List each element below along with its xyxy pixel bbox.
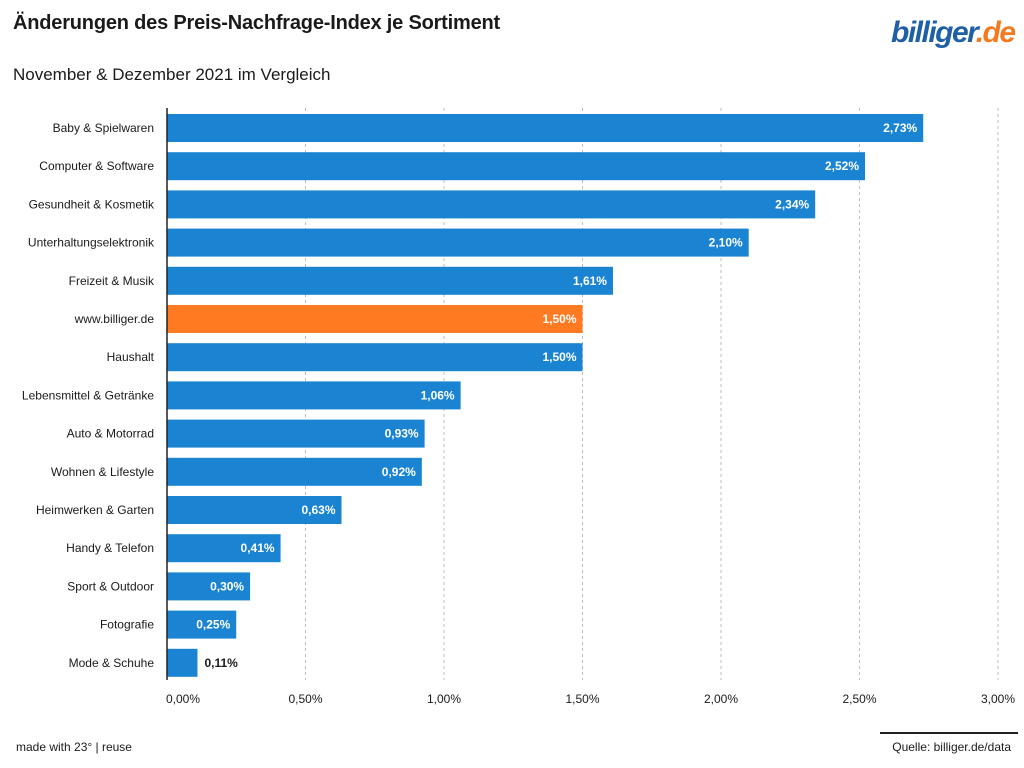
category-label: Baby & Spielwaren: [53, 121, 154, 135]
value-label: 0,25%: [196, 618, 230, 632]
x-tick-label: 0,00%: [166, 692, 200, 706]
category-label: Mode & Schuhe: [69, 656, 155, 670]
x-tick-label: 1,00%: [427, 692, 461, 706]
category-label: Fotografie: [100, 618, 154, 632]
bar: [167, 343, 583, 372]
value-label: 0,92%: [382, 465, 416, 479]
value-label: 1,06%: [421, 388, 455, 402]
value-label: 0,93%: [385, 427, 419, 441]
bar: [167, 114, 924, 142]
logo-text-billiger: billiger: [891, 16, 981, 49]
x-tick-label: 1,50%: [565, 692, 599, 706]
value-label: 2,10%: [709, 236, 743, 250]
category-label: Freizeit & Musik: [69, 274, 155, 288]
value-label: 2,52%: [825, 159, 859, 173]
bar: [167, 648, 198, 677]
bar: [167, 228, 749, 257]
bar: [167, 457, 422, 486]
bar: [167, 419, 425, 448]
value-label: 2,34%: [775, 197, 809, 211]
value-label: 1,61%: [573, 274, 607, 288]
made-with-note[interactable]: made with 23° | reuse: [16, 740, 132, 754]
chart-title: Änderungen des Preis-Nachfrage-Index je …: [13, 12, 500, 34]
bar: [167, 190, 816, 219]
x-tick-label: 3,00%: [981, 692, 1015, 706]
category-label: Handy & Telefon: [66, 541, 154, 555]
chart-subtitle: November & Dezember 2021 im Vergleich: [13, 65, 331, 84]
category-label: Unterhaltungselektronik: [28, 236, 155, 250]
value-label: 1,50%: [542, 350, 576, 364]
grid-lines: [305, 108, 999, 680]
bar: [167, 305, 583, 333]
bar: [167, 534, 281, 563]
bar: [167, 610, 237, 639]
category-label: Auto & Motorrad: [67, 427, 154, 441]
value-labels: 2,73% 2,52% 2,34% 2,10% 1,61% 1,50% 1,50% 1,06%…: [196, 121, 917, 670]
bars: [167, 114, 924, 677]
value-label: 1,50%: [542, 312, 576, 326]
category-label: Sport & Outdoor: [67, 579, 154, 593]
billiger-logo: billiger.de: [891, 16, 1015, 49]
category-label: Heimwerken & Garten: [36, 503, 154, 517]
svg-text:billiger.de: billiger.de: [891, 16, 1015, 49]
bar: [167, 381, 461, 410]
category-label: Wohnen & Lifestyle: [51, 465, 154, 479]
category-label: Gesundheit & Kosmetik: [29, 197, 155, 211]
x-tick-label: 0,50%: [288, 692, 322, 706]
value-label: 0,41%: [241, 541, 275, 555]
value-label: 2,73%: [883, 121, 917, 135]
category-label: Lebensmittel & Getränke: [22, 388, 154, 402]
value-label: 0,30%: [210, 579, 244, 593]
category-label: www.billiger.de: [74, 312, 155, 326]
category-label: Computer & Software: [39, 159, 154, 173]
bar: [167, 496, 342, 524]
source-note: Quelle: billiger.de/data: [892, 740, 1011, 754]
bar: [167, 266, 613, 295]
x-tick-label: 2,00%: [704, 692, 738, 706]
logo-text-de: .de: [976, 16, 1015, 49]
value-label: 0,11%: [204, 656, 238, 670]
bar: [167, 572, 251, 601]
category-label: Haushalt: [107, 350, 155, 364]
footer-divider: [880, 732, 1018, 734]
value-label: 0,63%: [301, 503, 335, 517]
bar: [167, 152, 866, 181]
x-axis-tick-labels: 0,00% 0,50% 1,00% 1,50% 2,00% 2,50% 3,00%: [166, 692, 1015, 706]
x-tick-label: 2,50%: [842, 692, 876, 706]
category-labels: Baby & Spielwaren Computer & Software Gesu…: [22, 121, 155, 670]
